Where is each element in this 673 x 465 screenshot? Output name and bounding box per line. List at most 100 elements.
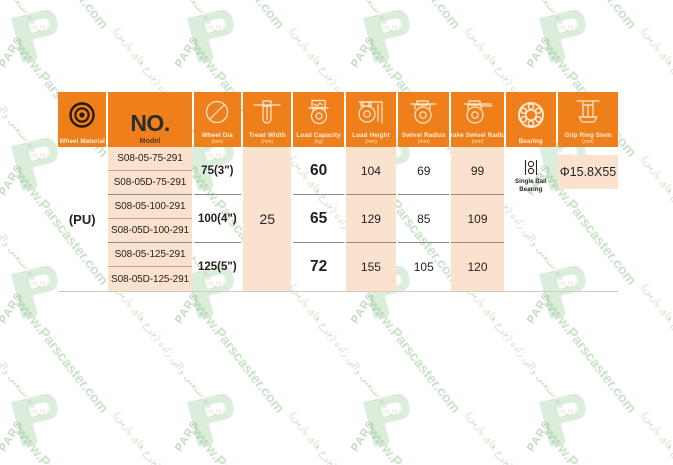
cell-wheel-dia: 125(5") <box>197 261 237 273</box>
cell-bearing: Single Ball Bearing <box>506 147 556 291</box>
table-header-row: Wheel Material NO. Model Wheel Dia (mm) Tread… <box>58 92 618 147</box>
cell-load-capacity: 60 <box>293 147 344 195</box>
header-label: Model <box>139 138 161 145</box>
bearing-icon <box>506 92 556 138</box>
pars-logo-icon <box>184 390 246 448</box>
grip-ring-stem-spacer <box>558 189 618 291</box>
cell-grip-ring-stem: Φ15.8X55 <box>557 155 618 189</box>
header-unit: (mm) <box>211 139 224 145</box>
watermark-brand: PARS <box>0 162 26 198</box>
watermark-persian: گروه صنعتی والی زاده (چرخ های پارس) <box>287 410 397 465</box>
cell-brake-radius: 99 <box>451 147 504 195</box>
watermark-site: www.Parscaster.com <box>189 296 288 416</box>
pars-logo-icon <box>360 6 422 64</box>
watermark-persian: گروه صنعتی والی زاده (چرخ های پارس) <box>0 26 46 163</box>
table-header-load-capacity: Load Capacity (kg) <box>293 92 344 147</box>
cell-brake-radius: 120 <box>467 260 488 274</box>
pars-logo-icon <box>184 6 246 64</box>
header-unit: (mm) <box>471 139 484 145</box>
header-label: Load Capacity <box>296 132 341 139</box>
cell-model: S08-05-75-291 <box>108 147 192 171</box>
watermark-brand: PARS <box>173 34 202 70</box>
tread-width-icon <box>243 92 291 132</box>
watermark-brand: PARS <box>0 290 26 326</box>
watermark-persian: گروه صنعتی والی زاده (چرخ های پارس) <box>639 410 673 465</box>
header-label: Grip Ring Stem <box>564 132 612 139</box>
watermark-brand: PARS <box>525 34 554 70</box>
cell-tread-width: 25 <box>259 211 276 227</box>
watermark-persian: گروه صنعتی والی زاده (چرخ های پارس) <box>0 282 46 419</box>
cell-model: S08-05D-100-291 <box>108 219 192 243</box>
pars-logo-icon <box>360 390 422 448</box>
watermark-site: www.Parscaster.com <box>541 296 640 416</box>
header-label: Swivel Radius <box>401 132 446 139</box>
cell-wheel-material: (PU) <box>68 211 96 227</box>
table-header-grip-ring-stem: Grip Ring Stem (mm) <box>557 92 618 147</box>
column-brake-radius: 99 109 120 <box>451 147 504 291</box>
cell-load-capacity: 65 <box>293 195 344 243</box>
header-unit: (mm) <box>365 139 377 145</box>
cell-brake-radius: 109 <box>451 195 504 243</box>
watermark-persian: گروه صنعتی والی زاده (چرخ های پارس) <box>639 0 673 35</box>
header-label: Wheel Dia <box>201 132 233 139</box>
pars-logo-icon <box>536 390 598 448</box>
watermark-site: www.Parscaster.com <box>189 424 288 465</box>
header-unit: (kg) <box>314 139 323 145</box>
load-capacity-icon <box>293 92 343 132</box>
watermark-site: www.Parscaster.com <box>541 0 640 32</box>
cell-swivel-radius: 105 <box>413 260 434 274</box>
header-label: Load Height <box>352 132 390 139</box>
table-header-wheel-dia: Wheel Dia (mm) <box>193 92 242 147</box>
header-label: Wheel Material <box>59 138 105 145</box>
column-tread-width: 25 <box>243 147 292 291</box>
grip-ring-stem-icon <box>558 92 618 132</box>
table-header-model: NO. Model <box>108 92 192 147</box>
watermark-site: www.Parscaster.com <box>541 424 640 465</box>
watermark-site: www.Parscaster.com <box>365 424 464 465</box>
table-header-swivel-radius: Swivel Radius (mm) <box>398 92 450 147</box>
watermark-site: www.Parscaster.com <box>365 0 464 32</box>
watermark-persian: گروه صنعتی والی زاده (چرخ های پارس) <box>639 282 673 419</box>
watermark-site: www.Parscaster.com <box>13 296 112 416</box>
single-ball-bearing-icon <box>523 159 539 176</box>
cell-load-height: 155 <box>360 260 381 274</box>
header-unit: (mm) <box>417 139 430 145</box>
no-text-icon: NO. <box>130 110 170 136</box>
bearing-value-label: Single Ball Bearing <box>514 178 547 193</box>
table-header-wheel-material: Wheel Material <box>58 92 107 147</box>
watermark-persian: گروه صنعتی والی زاده (چرخ های پارس) <box>111 282 222 419</box>
column-model: S08-05-75-291 S08-05D-75-291 S08-05-100-29… <box>108 147 192 291</box>
watermark-persian: گروه صنعتی والی زاده (چرخ های پارس) <box>463 0 573 35</box>
cell-load-height: 104 <box>345 147 397 195</box>
watermark-persian: گروه صنعتی والی زاده (چرخ های پارس) <box>639 26 673 163</box>
swivel-radius-icon <box>398 92 449 132</box>
watermark-persian: گروه صنعتی والی زاده (چرخ های پارس) <box>463 410 573 465</box>
cell-load-height: 129 <box>345 195 397 243</box>
watermark-brand: PARS <box>349 34 378 70</box>
watermark-persian: گروه صنعتی والی زاده (چرخ های پارس) <box>287 0 397 35</box>
watermark-persian: گروه صنعتی والی زاده (چرخ های پارس) <box>0 410 45 465</box>
column-wheel-material: (PU) <box>58 147 106 291</box>
watermark-site: www.Parscaster.com <box>189 0 288 32</box>
column-load-height: 104 129 155 <box>345 147 397 291</box>
watermark-site: www.Parscaster.com <box>365 296 464 416</box>
column-wheel-dia: 75(3") 100(4") 125(5") <box>193 147 242 291</box>
table-header-brake-radius: Brake Swivel Radius(mm) <box>451 92 504 147</box>
watermark-site: www.Parscaster.com <box>13 424 112 465</box>
table-header-tread-width: Tread Width (mm) <box>243 92 292 147</box>
watermark-brand: PARS <box>349 290 378 326</box>
watermark-brand: PARS <box>173 418 202 454</box>
load-height-icon <box>346 92 396 132</box>
watermark-persian: گروه صنعتی والی زاده (چرخ های پارس) <box>287 282 398 419</box>
header-label: Bearing <box>518 138 543 145</box>
watermark-persian: گروه صنعتی والی زاده (چرخ های پارس) <box>463 282 574 419</box>
